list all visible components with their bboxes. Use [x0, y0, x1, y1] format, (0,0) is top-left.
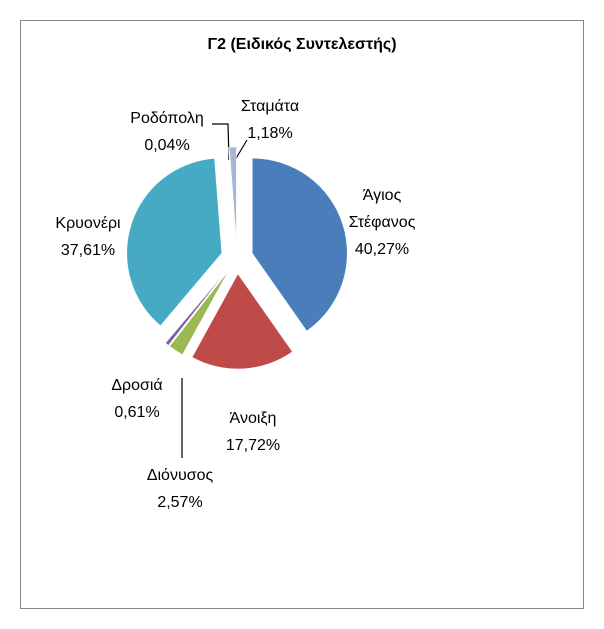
category-label: Σταμάτα	[240, 98, 300, 115]
leader-line	[234, 139, 248, 161]
value-label: 40,27%	[354, 241, 410, 258]
pie-slice	[252, 157, 348, 332]
pie-slice	[169, 271, 229, 355]
category-label: Κρυονέρι	[55, 215, 121, 232]
category-label: Δροσιά	[111, 377, 163, 394]
data-label: Δροσιά 0,61%	[92, 372, 182, 426]
data-label: Κρυονέρι 37,61%	[38, 210, 138, 264]
value-label: 37,61%	[60, 242, 116, 259]
data-label: Διόνυσος 2,57%	[135, 462, 225, 516]
value-label: 0,61%	[114, 404, 160, 421]
pie-slice	[191, 273, 293, 370]
pie-slice	[229, 146, 237, 243]
data-label: Σταμάτα 1,18%	[220, 93, 320, 147]
value-label: 2,57%	[157, 494, 203, 511]
category-label: Διόνυσος	[146, 467, 214, 484]
value-label: 1,18%	[247, 125, 293, 142]
value-label: 0,04%	[144, 137, 190, 154]
category-label: Ροδόπολη	[130, 110, 204, 127]
pie-slice	[126, 158, 223, 326]
pie-slice	[165, 270, 228, 346]
data-label: Ροδόπολη 0,04%	[117, 105, 217, 159]
chart-title: Γ2 (Ειδικός Συντελεστής)	[207, 36, 397, 53]
category-label: Άγιος Στέφανος	[348, 187, 416, 231]
pie-slice	[228, 147, 237, 243]
value-label: 17,72%	[225, 437, 281, 454]
data-label: Άγιος Στέφανος 40,27%	[337, 182, 427, 263]
category-label: Άνοιξη	[229, 410, 277, 427]
data-label: Άνοιξη 17,72%	[208, 405, 298, 459]
